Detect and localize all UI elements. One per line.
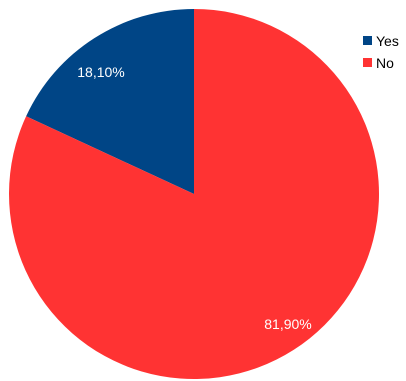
legend-swatch-no: [363, 58, 372, 67]
pie-slice-no: [9, 9, 380, 379]
legend-swatch-yes: [363, 36, 372, 45]
pie-slice-yes: [26, 9, 195, 194]
slice-label-yes: 18,10%: [77, 64, 124, 80]
slice-label-no: 81,90%: [264, 316, 311, 332]
pie-slices: [9, 9, 380, 379]
legend-label-yes: Yes: [376, 33, 399, 49]
legend-label-no: No: [376, 55, 394, 71]
pie-slice-labels: 18,10% 81,90%: [77, 64, 311, 332]
chart-legend: Yes No: [363, 33, 399, 71]
